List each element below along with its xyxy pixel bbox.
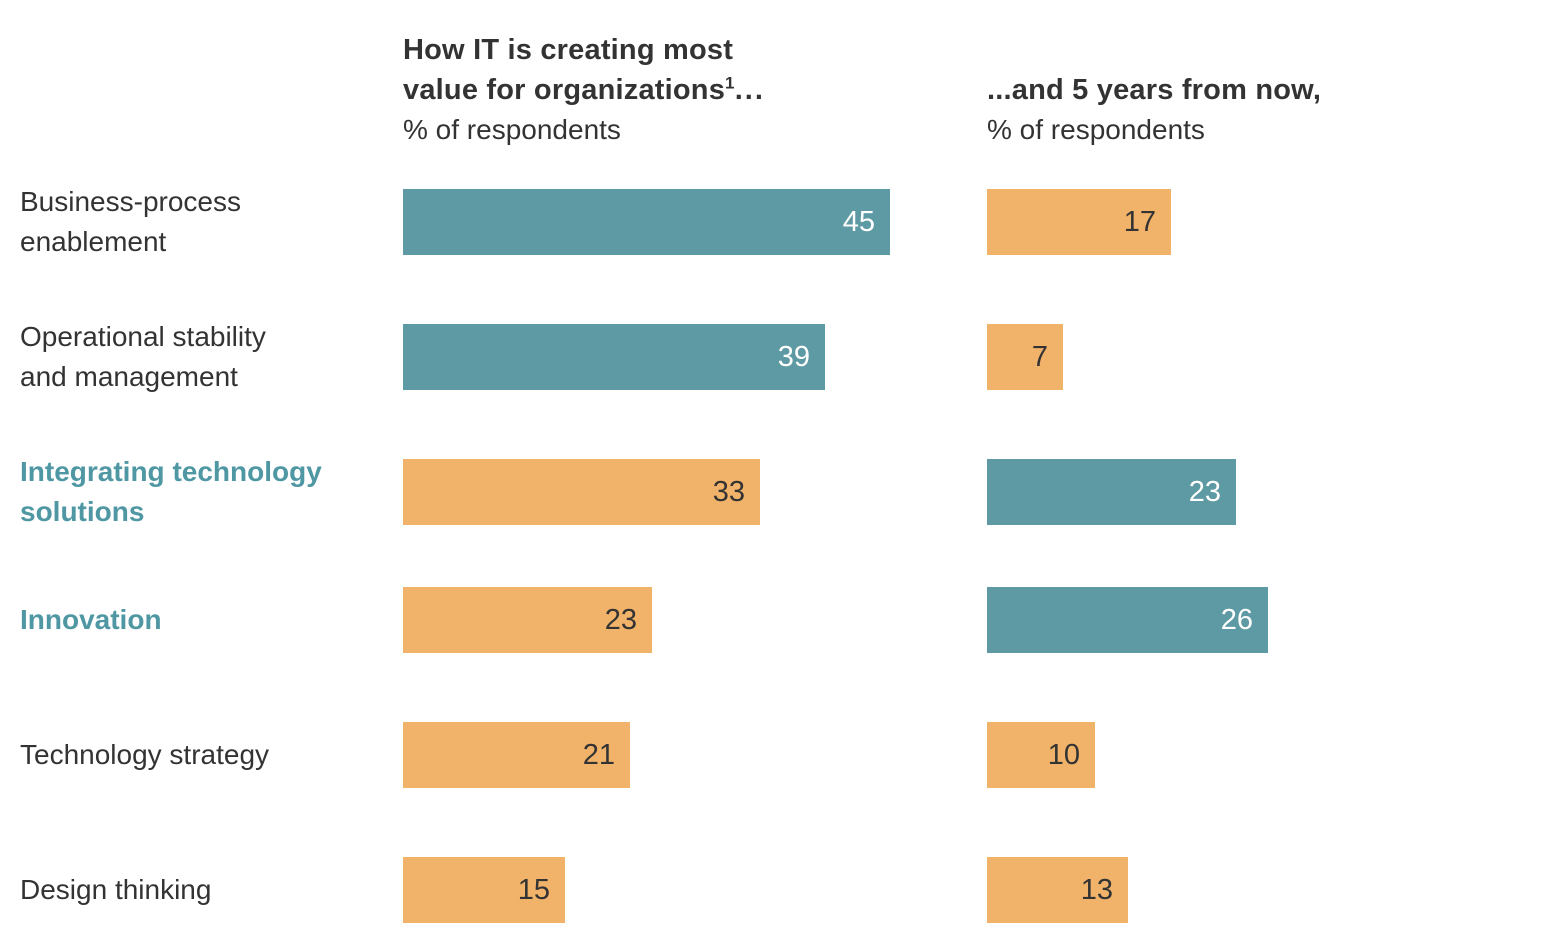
bar-value-label: 23: [1188, 475, 1221, 508]
bar-future: 17: [987, 189, 1171, 255]
bar-value-label: 17: [1123, 205, 1156, 238]
bar-value-label: 10: [1047, 738, 1080, 771]
header-left: How IT is creating most value for organi…: [403, 30, 987, 150]
bar-value-label: 33: [712, 475, 745, 508]
header-right-subtitle: % of respondents: [987, 114, 1205, 145]
bar-value-label: 26: [1220, 603, 1253, 636]
chart-row: Business-process enablement 45 17: [20, 182, 1552, 257]
chart-rows: Business-process enablement 45 17 Operationa…: [20, 182, 1552, 923]
bar-value-label: 21: [582, 738, 615, 771]
chart-row: Integrating technology solutions 33 23: [20, 452, 1552, 527]
bar-today: 21: [403, 722, 630, 788]
footnote-superscript: 1: [725, 73, 735, 93]
bar-value-label: 39: [777, 340, 810, 373]
header-left-title-line1: How IT is creating most: [403, 34, 734, 66]
bar-value-label: 13: [1080, 873, 1113, 906]
bar-cell-future: 23: [987, 459, 1552, 525]
bar-future: 23: [987, 459, 1236, 525]
header-left-subtitle: % of respondents: [403, 114, 621, 145]
bar-cell-future: 13: [987, 857, 1552, 923]
bar-cell-future: 26: [987, 587, 1552, 653]
bar-cell-today: 45: [403, 189, 987, 255]
category-label: Design thinking: [20, 874, 212, 905]
bar-future: 10: [987, 722, 1095, 788]
bar-cell-today: 21: [403, 722, 987, 788]
header-left-title: How IT is creating most value for organi…: [403, 30, 987, 110]
bar-cell-today: 39: [403, 324, 987, 390]
chart-headers: How IT is creating most value for organi…: [20, 30, 1552, 150]
bar-value-label: 45: [842, 205, 875, 238]
chart-row: Innovation 23 26: [20, 587, 1552, 653]
category-label: Operational stability and management: [20, 321, 266, 392]
chart-row: Design thinking 15 13: [20, 857, 1552, 923]
bar-value-label: 23: [604, 603, 637, 636]
chart-row: Technology strategy 21 10: [20, 722, 1552, 788]
header-right: ...and 5 years from now, % of respondent…: [987, 70, 1552, 150]
bar-cell-today: 23: [403, 587, 987, 653]
bar-cell-today: 33: [403, 459, 987, 525]
bar-future: 7: [987, 324, 1063, 390]
bar-cell-today: 15: [403, 857, 987, 923]
bar-today: 15: [403, 857, 565, 923]
bar-future: 13: [987, 857, 1128, 923]
bar-chart: How IT is creating most value for organi…: [20, 30, 1552, 923]
category-label: Business-process enablement: [20, 186, 241, 257]
bar-today: 23: [403, 587, 652, 653]
header-left-title-line2: value for organizations: [403, 74, 726, 106]
category-label: Innovation: [20, 604, 162, 635]
bar-today: 45: [403, 189, 890, 255]
category-label: Integrating technology solutions: [20, 456, 322, 527]
header-right-title: ...and 5 years from now,: [987, 74, 1322, 106]
bar-cell-future: 7: [987, 324, 1552, 390]
bar-value-label: 7: [1031, 340, 1048, 373]
bar-cell-future: 10: [987, 722, 1552, 788]
bar-value-label: 15: [517, 873, 550, 906]
header-left-ellipsis: ...: [734, 74, 765, 106]
bar-future: 26: [987, 587, 1268, 653]
chart-row: Operational stability and management 39 7: [20, 317, 1552, 392]
bar-today: 39: [403, 324, 825, 390]
bar-today: 33: [403, 459, 760, 525]
bar-cell-future: 17: [987, 189, 1552, 255]
category-label: Technology strategy: [20, 739, 270, 770]
